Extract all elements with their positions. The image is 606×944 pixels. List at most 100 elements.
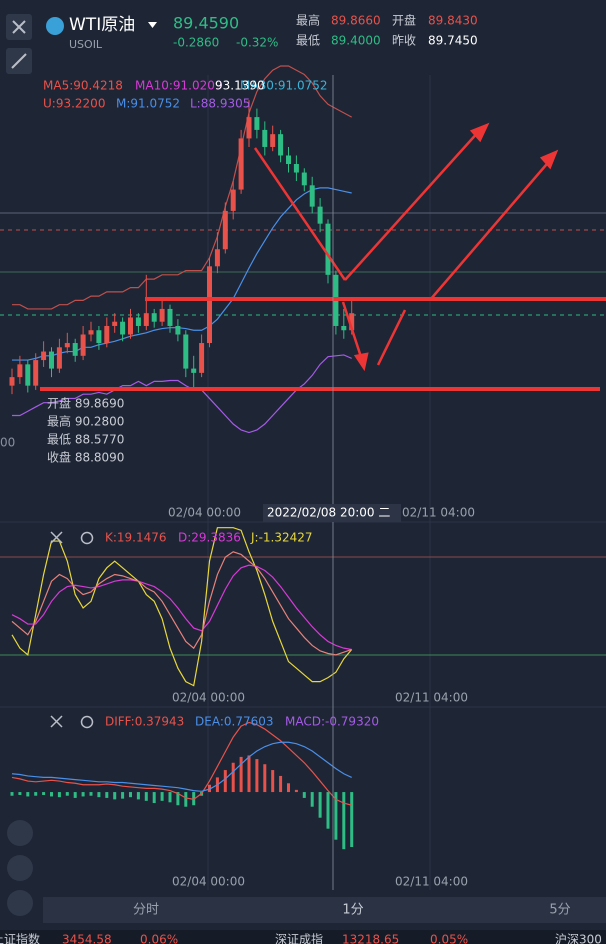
candle-body: [317, 206, 323, 224]
candle-body: [64, 343, 70, 348]
candle-body: [56, 347, 62, 369]
ticker-name: 上证指数: [0, 932, 40, 944]
macd-label: MACD:-0.79320: [285, 715, 379, 729]
macd-bar: [231, 762, 235, 793]
macd-bar: [326, 792, 330, 829]
ticker-pct: 0.06%: [140, 933, 178, 944]
candle-body: [175, 325, 181, 335]
ticker-pct: 0.05%: [430, 933, 468, 944]
candle-body: [143, 313, 149, 326]
candle-body: [88, 330, 94, 335]
boll-lower: [12, 354, 352, 434]
macd-bar: [294, 789, 298, 793]
change: -0.2860: [173, 36, 219, 50]
candle-body: [120, 321, 126, 335]
x-label: 02/11 04:00: [402, 506, 475, 520]
macd-bar: [18, 792, 22, 795]
tool-button[interactable]: [7, 890, 33, 916]
macd-bar: [255, 759, 259, 793]
tab[interactable]: 5分: [549, 903, 570, 918]
candle-body: [183, 334, 189, 369]
candle-body: [112, 321, 118, 326]
macd-bar: [26, 792, 30, 797]
annotation: [40, 297, 606, 391]
dea-label: DEA:0.77603: [195, 715, 274, 729]
candle-body: [286, 155, 291, 165]
candle-body: [33, 360, 39, 386]
annotation-arrows: [253, 122, 559, 372]
candle-body: [207, 266, 212, 344]
macd-bar: [50, 792, 53, 797]
tool-button[interactable]: [7, 820, 33, 846]
candle-body: [254, 117, 260, 130]
cross-time-box: [263, 504, 401, 522]
candle-body: [199, 343, 205, 373]
price: 89.4590: [173, 14, 239, 33]
macd-settings[interactable]: [80, 715, 94, 729]
macd-bar: [302, 792, 306, 798]
tooltip-row: 开盘 89.8690: [47, 396, 124, 411]
candle-body: [9, 377, 15, 386]
candle-body: [159, 308, 165, 322]
boll-upper: [12, 65, 352, 310]
candle-body: [270, 134, 276, 147]
j-label: J:-1.32427: [250, 531, 313, 545]
x-label: 02/04 00:00: [168, 506, 241, 520]
tooltip-row: 最高 90.2800: [47, 414, 124, 429]
candle-body: [167, 308, 173, 326]
macd-bar: [42, 792, 46, 795]
macd-bar: [176, 792, 180, 806]
macd-bar: [73, 792, 77, 798]
tab[interactable]: 分时: [133, 903, 159, 918]
d-label: D:29.3836: [178, 531, 241, 545]
dropdown-arrow[interactable]: [148, 22, 157, 28]
code: USOIL: [69, 38, 103, 51]
candle-body: [49, 351, 54, 369]
macd-bar: [223, 770, 227, 793]
macd-bar: [247, 755, 251, 793]
macd-bar: [97, 792, 101, 798]
low: 89.4000: [331, 34, 381, 48]
diff-line: [11, 721, 352, 806]
boll-u: U:93.2200: [43, 97, 105, 111]
candle-body: [341, 325, 347, 331]
j-line: [11, 527, 353, 687]
candle-body: [128, 317, 133, 335]
macd-bar: [152, 792, 156, 804]
low-label: 最低: [296, 34, 320, 48]
ticker-value: 3454.58: [62, 933, 112, 944]
candle-body: [96, 330, 102, 344]
x-label: 02/04 00:00: [172, 691, 245, 705]
candle-body: [191, 368, 197, 373]
macd-bar: [81, 792, 85, 797]
macd-bar: [184, 792, 188, 807]
macd-bar: [105, 792, 109, 798]
candle-body: [25, 364, 31, 386]
candle-body: [325, 223, 331, 275]
symbol-icon: [46, 17, 64, 35]
candle-body: [278, 134, 284, 156]
candle-body: [104, 325, 110, 344]
candle-body: [238, 138, 244, 190]
macd-bar: [334, 792, 338, 840]
k-line: [11, 551, 352, 656]
tab[interactable]: 1分: [342, 903, 363, 918]
tooltip-row: 最低 88.5770: [47, 433, 124, 447]
candle-body: [80, 334, 86, 356]
candle-body: [301, 172, 307, 186]
dea-line: [11, 741, 352, 792]
macd-bar: [129, 792, 132, 798]
candle-body: [262, 129, 268, 147]
symbol[interactable]: WTI原油: [69, 15, 135, 35]
prev: 89.7450: [428, 34, 478, 48]
tool-button[interactable]: [7, 855, 33, 881]
macd-bar: [144, 792, 148, 801]
macd-bar: [342, 792, 346, 850]
open-label: 开盘: [392, 13, 416, 28]
kdj-settings[interactable]: [80, 531, 94, 545]
kdj-close[interactable]: [50, 531, 63, 544]
x-label: 02/04 00:00: [172, 875, 245, 889]
macd-close[interactable]: [50, 715, 63, 728]
macd-bar: [65, 792, 69, 796]
